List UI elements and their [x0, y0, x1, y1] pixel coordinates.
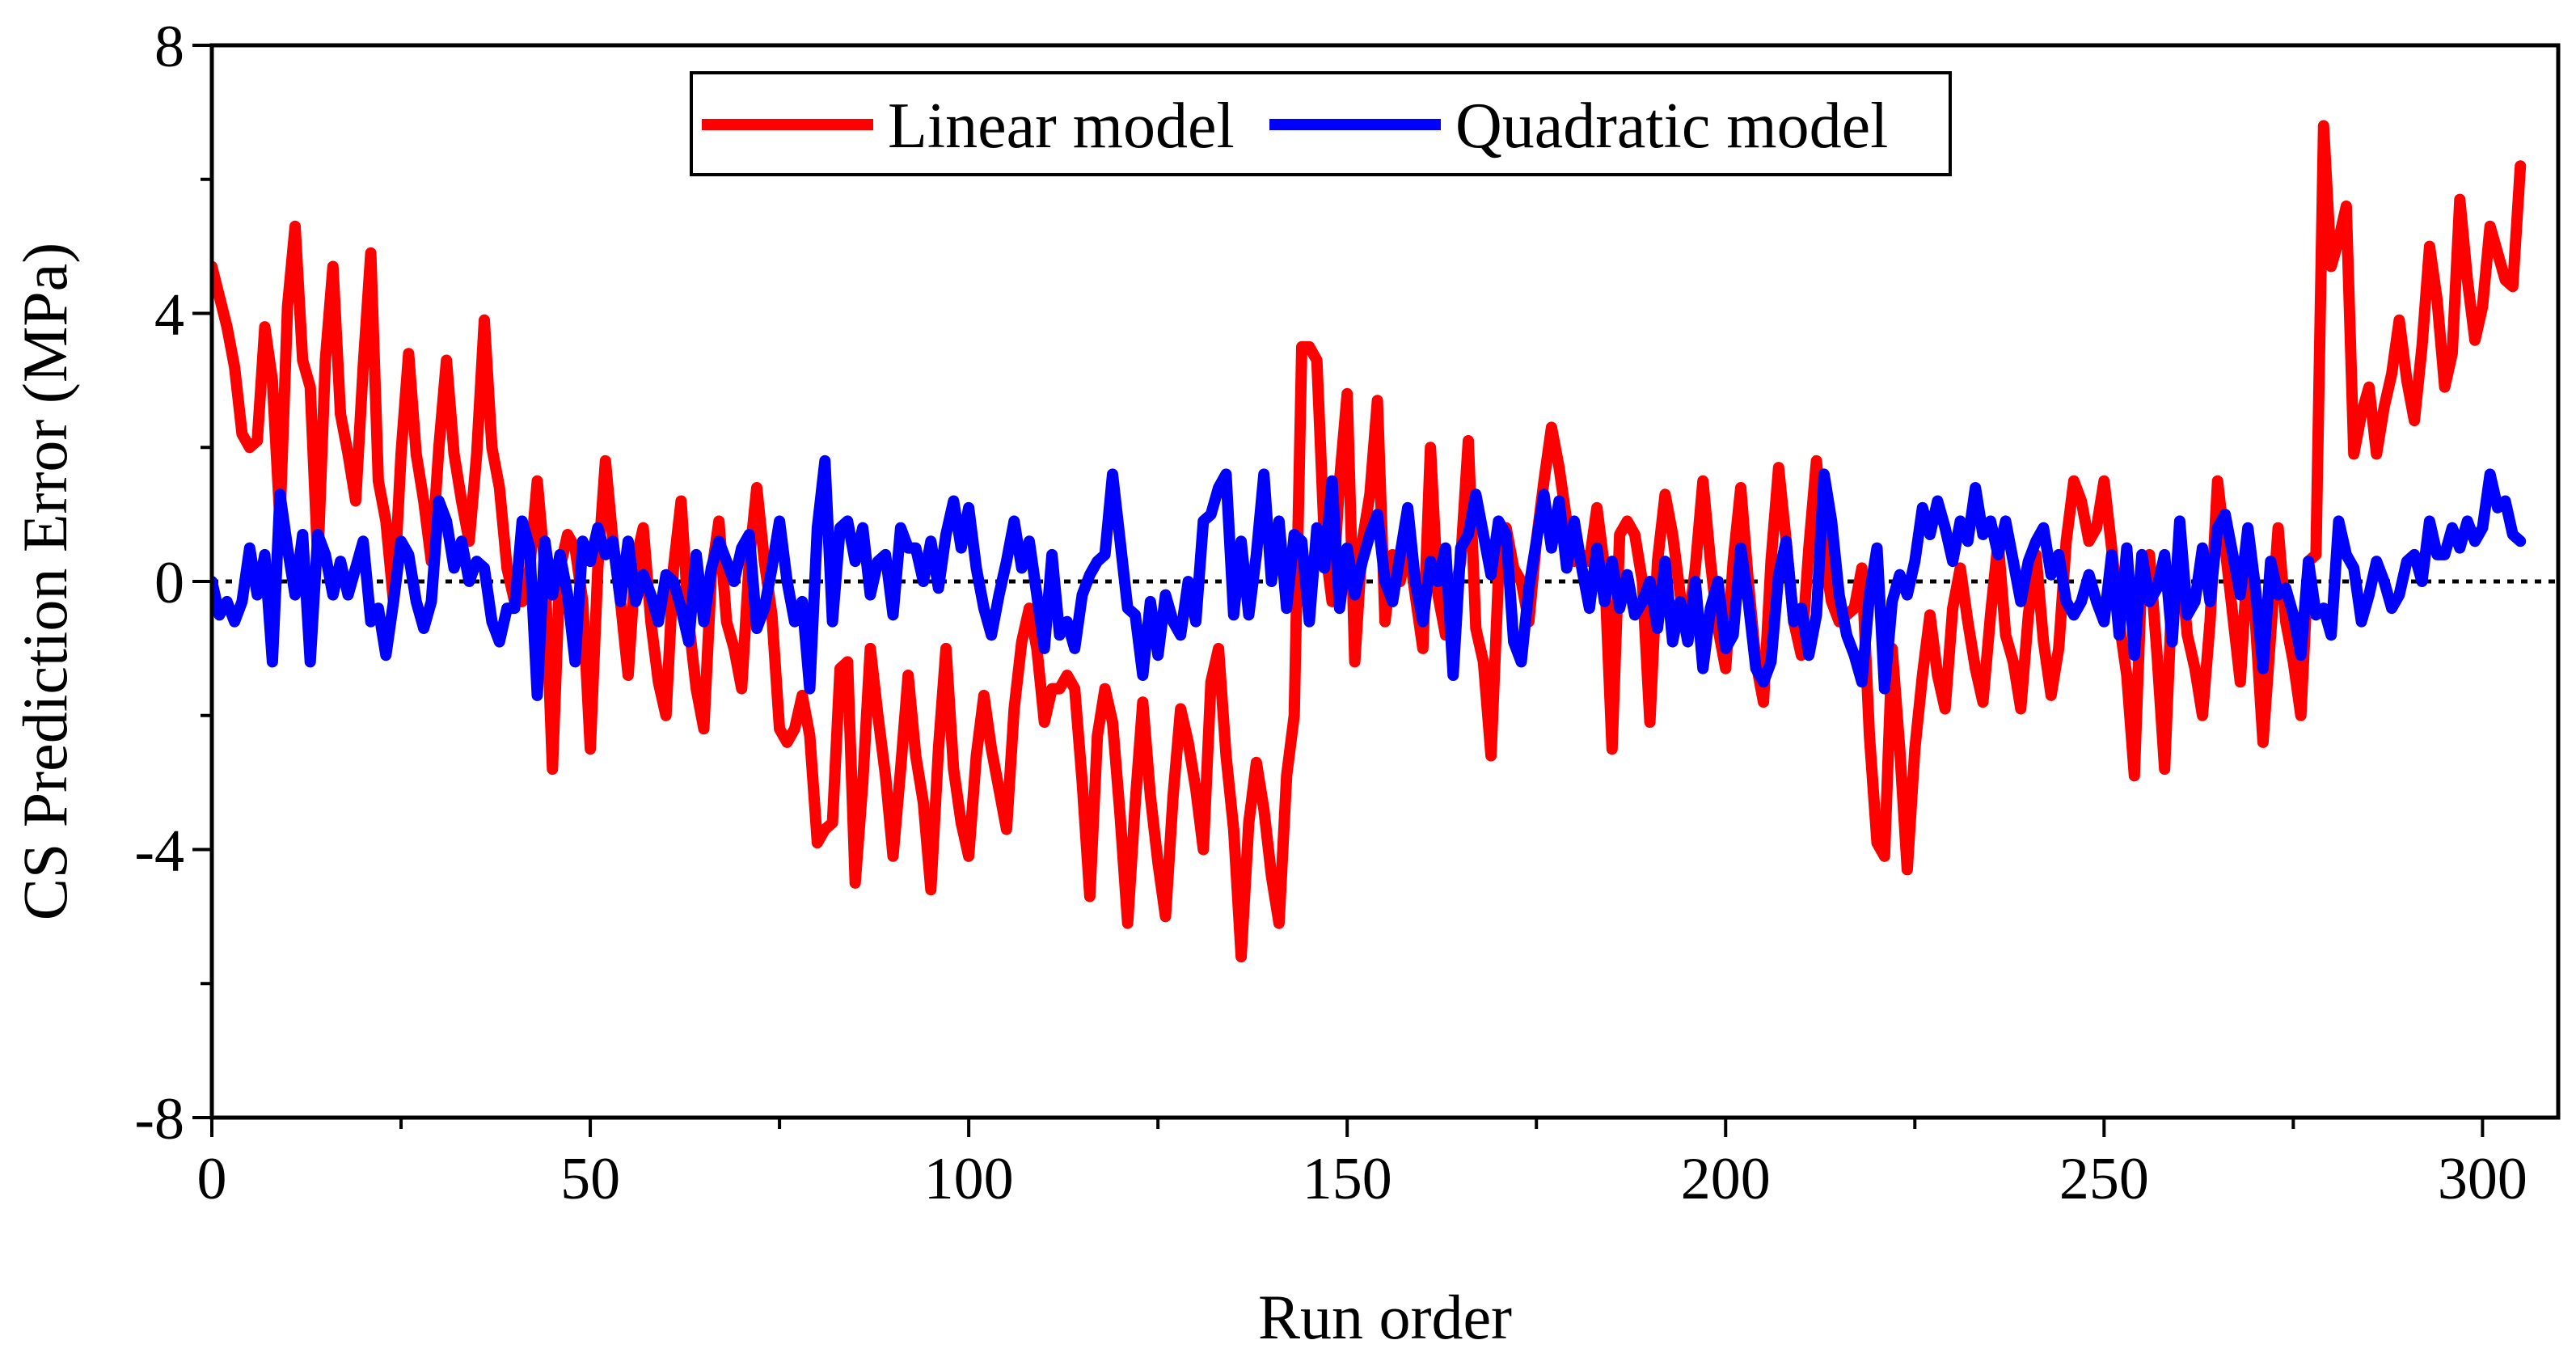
- x-axis-title: Run order: [1258, 1282, 1512, 1352]
- y-axis-title: CS Prediction Error (MPa): [10, 243, 80, 920]
- legend: Linear model Quadratic model: [690, 71, 1952, 176]
- series-line-quadratic-model: [212, 454, 2527, 701]
- x-tick-label: 100: [924, 1146, 1014, 1212]
- x-tick-label: 200: [1681, 1146, 1771, 1212]
- y-tick-label: -4: [134, 818, 184, 885]
- legend-label-quadratic-model: Quadratic model: [1455, 91, 1888, 162]
- y-tick-label: -8: [134, 1086, 184, 1152]
- x-tick-label: 300: [2438, 1146, 2527, 1212]
- y-tick-label: 4: [154, 282, 184, 349]
- x-tick-label: 50: [560, 1146, 620, 1212]
- plot-area: [212, 120, 2558, 963]
- x-tick-label: 0: [197, 1146, 227, 1212]
- y-tick-label: 0: [154, 550, 184, 616]
- series-line-linear-model: [212, 120, 2527, 963]
- axis-ticks: [192, 44, 2485, 1137]
- y-tick-label: 8: [154, 14, 184, 80]
- legend-label-linear-model: Linear model: [888, 91, 1235, 162]
- x-tick-label: 150: [1303, 1146, 1392, 1212]
- axis-tick-labels: 0 50 100 150 200 250 300 8 4 0 -4 -8: [134, 14, 2527, 1212]
- series-group: [212, 120, 2527, 963]
- x-tick-label: 250: [2059, 1146, 2149, 1212]
